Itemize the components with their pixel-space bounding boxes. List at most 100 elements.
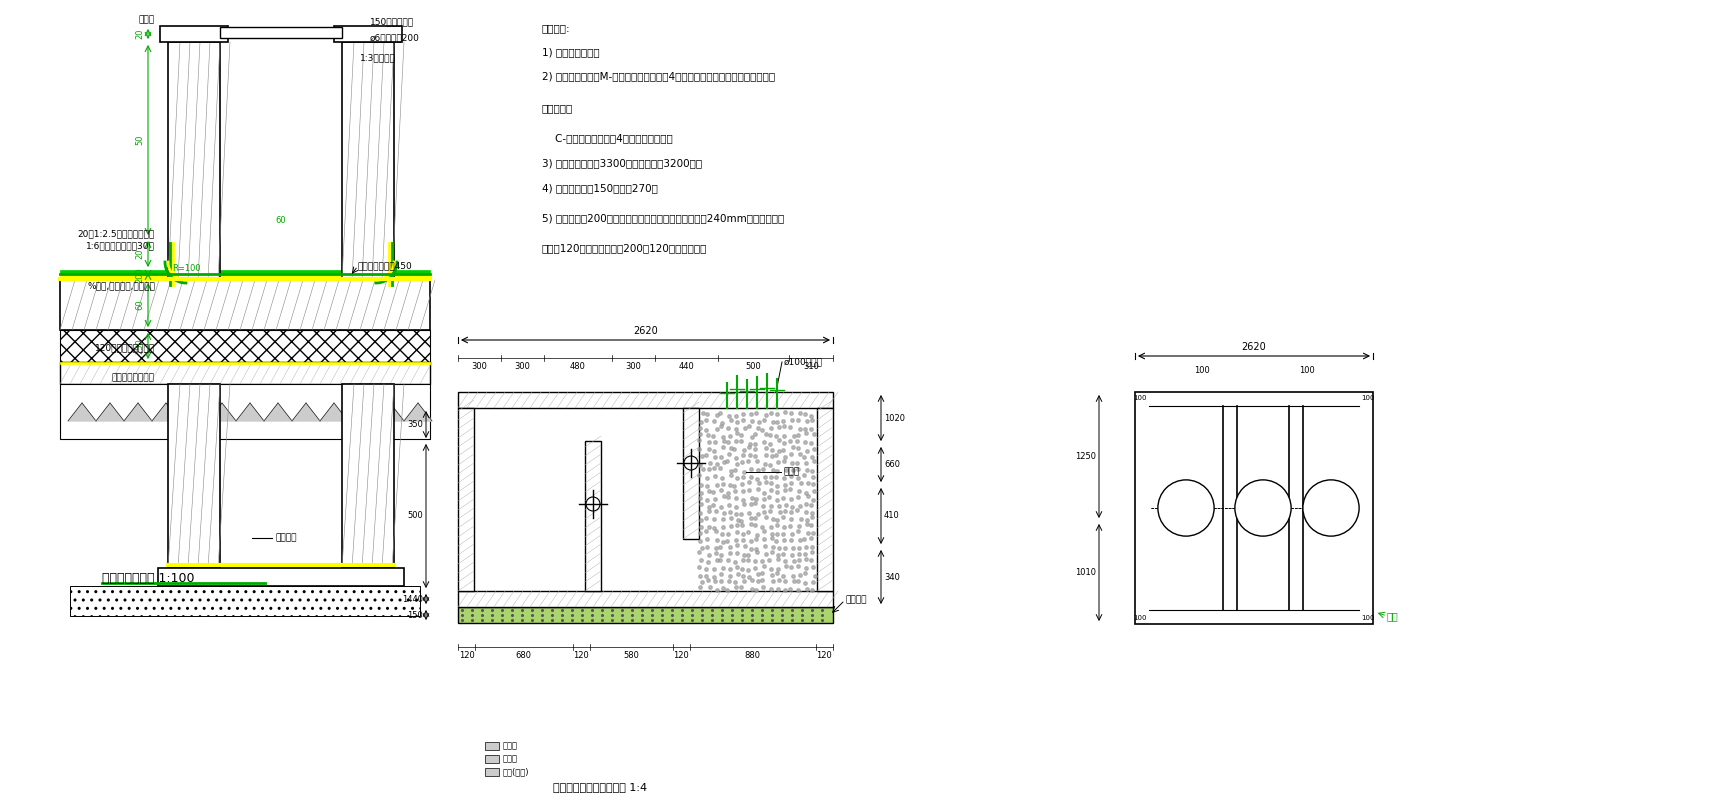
Text: 单位分米；: 单位分米；: [543, 103, 574, 113]
Text: 现制钢筋混凝土板: 现制钢筋混凝土板: [113, 374, 154, 383]
Text: 100: 100: [1134, 395, 1146, 401]
Text: 20: 20: [135, 29, 144, 40]
Text: 粘土层: 粘土层: [503, 742, 518, 751]
Bar: [817, 408, 832, 591]
Text: 烟道出屋面详图 1:100: 烟道出屋面详图 1:100: [102, 571, 194, 584]
Text: 100: 100: [1361, 395, 1375, 401]
Text: 120: 120: [817, 650, 832, 659]
Polygon shape: [349, 403, 376, 421]
Text: 300: 300: [515, 362, 531, 371]
Bar: [683, 408, 699, 539]
Text: 350: 350: [407, 420, 423, 429]
Bar: [1136, 392, 1373, 624]
Text: 墙可做120毫米；图中只有200、120两规格墙厚；: 墙可做120毫米；图中只有200、120两规格墙厚；: [543, 243, 707, 253]
Polygon shape: [68, 403, 95, 421]
Text: 50: 50: [135, 135, 144, 146]
Bar: [168, 42, 220, 280]
Bar: [69, 586, 420, 616]
Circle shape: [683, 456, 699, 470]
Text: 1) 图中单位为毫米: 1) 图中单位为毫米: [543, 47, 600, 57]
Polygon shape: [125, 403, 153, 421]
Bar: [458, 607, 832, 623]
Text: 1250: 1250: [1075, 452, 1096, 461]
Text: 340: 340: [884, 573, 900, 582]
Text: 660: 660: [884, 460, 900, 469]
Polygon shape: [404, 403, 432, 421]
Bar: [342, 42, 394, 280]
Bar: [486, 742, 499, 750]
Text: 2620: 2620: [1242, 342, 1266, 352]
Text: 蒸发式三格化粪池大样图 1:4: 蒸发式三格化粪池大样图 1:4: [553, 782, 647, 792]
Bar: [61, 280, 430, 330]
Text: 300: 300: [626, 362, 642, 371]
Text: 120: 120: [673, 650, 688, 659]
Polygon shape: [95, 403, 125, 421]
Bar: [61, 270, 430, 274]
Text: 附加说明:: 附加说明:: [543, 23, 570, 33]
Text: 黑土层: 黑土层: [503, 755, 518, 764]
Polygon shape: [153, 403, 180, 421]
Text: 碎砾石: 碎砾石: [784, 468, 799, 477]
Text: 500: 500: [746, 362, 761, 371]
Text: 100: 100: [1299, 366, 1314, 375]
Text: 580: 580: [623, 650, 640, 659]
Text: 120: 120: [460, 650, 475, 659]
Polygon shape: [321, 403, 349, 421]
Bar: [61, 330, 430, 362]
Text: 680: 680: [515, 650, 532, 659]
Text: 880: 880: [746, 650, 761, 659]
Text: 防水层: 防水层: [139, 15, 154, 24]
Text: %坡度,振捣密实,表面抹光: %坡度,振捣密实,表面抹光: [87, 282, 154, 290]
Text: 100: 100: [1193, 366, 1209, 375]
Text: 2) 门窗编号含义：M-代表普通门，后面的4位数前两位为宽度，后两位为高度，: 2) 门窗编号含义：M-代表普通门，后面的4位数前两位为宽度，后两位为高度，: [543, 71, 775, 81]
Text: ø100出水管: ø100出水管: [784, 358, 824, 366]
Text: 480: 480: [570, 362, 586, 371]
Text: 100: 100: [1361, 615, 1375, 621]
Polygon shape: [208, 403, 236, 421]
Text: 200: 200: [135, 267, 144, 283]
Bar: [158, 568, 404, 586]
Text: 附加卷材一层宽450: 附加卷材一层宽450: [357, 261, 413, 270]
Text: 1010: 1010: [1075, 568, 1096, 577]
Text: 20: 20: [135, 248, 144, 259]
Bar: [458, 591, 832, 607]
Bar: [342, 384, 394, 568]
Text: 60: 60: [276, 215, 286, 225]
Text: 410: 410: [884, 511, 900, 520]
Circle shape: [1235, 480, 1292, 536]
Text: 20厚1:2.5水泥砂浆找平层: 20厚1:2.5水泥砂浆找平层: [78, 230, 154, 239]
Text: 440: 440: [678, 362, 694, 371]
Text: 250: 250: [135, 338, 144, 354]
Text: ø6钢筋中距200: ø6钢筋中距200: [369, 33, 420, 43]
Text: 100: 100: [1134, 615, 1146, 621]
Circle shape: [1158, 480, 1214, 536]
Text: 150号混凝土板: 150号混凝土板: [369, 18, 414, 27]
Polygon shape: [291, 403, 321, 421]
Bar: [486, 768, 499, 776]
Circle shape: [586, 497, 600, 511]
Text: 310: 310: [803, 362, 818, 371]
Bar: [160, 26, 227, 42]
Bar: [220, 27, 342, 38]
Text: 150: 150: [407, 611, 423, 620]
Text: 4) 楼梯踏步高度150，宽度270；: 4) 楼梯踏步高度150，宽度270；: [543, 183, 657, 193]
Text: C-代表普通窗，后面4位数含义与门相同: C-代表普通窗，后面4位数含义与门相同: [543, 133, 673, 143]
Text: 1440: 1440: [402, 595, 423, 604]
Text: 60: 60: [135, 299, 144, 311]
Polygon shape: [180, 403, 208, 421]
Text: 3) 各层设计标高为3300毫米，净层高3200毫米: 3) 各层设计标高为3300毫米，净层高3200毫米: [543, 158, 702, 168]
Bar: [168, 384, 220, 568]
Text: 5) 外墙全部为200毫米厚，二层如做砖混时承重墙改为240mm，非承重间隔: 5) 外墙全部为200毫米厚，二层如做砖混时承重墙改为240mm，非承重间隔: [543, 213, 784, 223]
Text: 300: 300: [472, 362, 487, 371]
Polygon shape: [376, 403, 404, 421]
Text: 500: 500: [407, 511, 423, 520]
Text: 1:3水泥砂浆: 1:3水泥砂浆: [361, 53, 395, 62]
Bar: [61, 274, 430, 280]
Polygon shape: [264, 403, 291, 421]
Text: 120: 120: [574, 650, 590, 659]
Text: 盖板: 盖板: [1387, 611, 1399, 621]
Bar: [61, 362, 430, 384]
Text: 120厚水泥聚苯保温板: 120厚水泥聚苯保温板: [95, 344, 154, 353]
Bar: [584, 441, 602, 591]
Bar: [486, 755, 499, 763]
